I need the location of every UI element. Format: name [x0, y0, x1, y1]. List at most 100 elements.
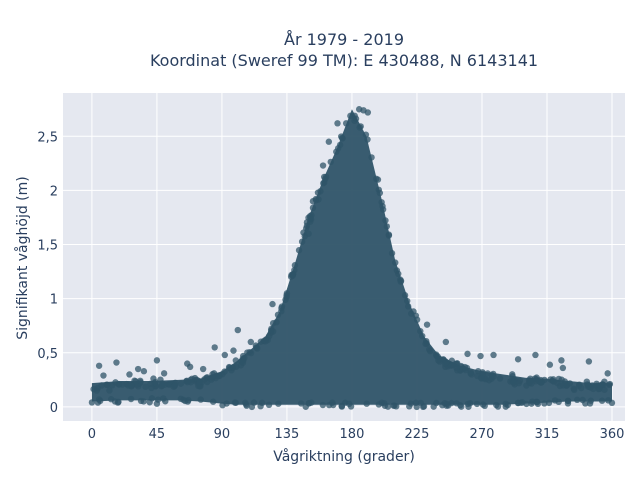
data-point — [526, 377, 534, 384]
scatter-density-envelope — [91, 109, 612, 405]
data-point — [254, 345, 261, 352]
data-point — [115, 380, 123, 388]
data-point — [419, 332, 426, 340]
data-point — [309, 198, 317, 205]
data-point — [598, 397, 606, 404]
data-point — [485, 377, 493, 384]
x-tick-label: 315 — [535, 427, 560, 442]
data-point — [258, 399, 266, 407]
data-point — [393, 403, 400, 410]
scatter-points — [88, 106, 616, 411]
data-point — [223, 400, 230, 407]
data-point — [148, 395, 156, 402]
data-point — [388, 250, 396, 257]
data-point — [604, 370, 611, 377]
data-point — [441, 360, 449, 367]
data-point — [510, 379, 517, 386]
data-point — [558, 376, 565, 383]
data-point — [153, 357, 161, 364]
y-tick-label: 1,5 — [37, 239, 58, 254]
data-point — [199, 365, 207, 373]
data-point — [515, 379, 523, 387]
chart-title-line2: Koordinat (Sweref 99 TM): E 430488, N 61… — [150, 51, 538, 70]
data-point — [134, 365, 142, 373]
data-point — [211, 344, 218, 351]
data-point — [364, 109, 372, 116]
data-point — [94, 384, 101, 392]
data-point — [393, 267, 401, 274]
x-tick-label: 135 — [275, 427, 300, 442]
data-point — [533, 398, 541, 406]
x-tick-label: 0 — [88, 427, 96, 442]
data-point — [583, 378, 591, 385]
data-point — [351, 112, 358, 119]
data-point — [319, 401, 327, 409]
x-axis-title: Vågriktning (grader) — [273, 448, 415, 465]
data-point — [257, 338, 265, 345]
data-point — [550, 378, 558, 385]
data-point — [545, 399, 553, 407]
data-point — [230, 347, 237, 354]
data-point — [306, 214, 314, 222]
y-tick-label: 1 — [50, 293, 58, 308]
data-point — [473, 400, 481, 408]
data-point — [319, 162, 327, 169]
data-point — [442, 338, 450, 346]
data-point — [449, 362, 456, 369]
data-point — [422, 340, 429, 348]
data-point — [113, 359, 120, 366]
data-point — [161, 381, 168, 388]
data-point — [221, 351, 229, 359]
data-point — [330, 401, 337, 409]
data-point — [509, 373, 516, 380]
data-point — [157, 376, 164, 383]
data-point — [336, 141, 344, 149]
data-point — [413, 316, 421, 323]
x-tick-label: 90 — [214, 427, 231, 442]
data-point — [88, 399, 96, 406]
data-point — [481, 402, 488, 410]
data-point — [225, 363, 233, 371]
data-point — [308, 399, 315, 406]
x-tick-label: 45 — [149, 427, 166, 442]
data-point — [392, 259, 399, 266]
scatter-envelope — [91, 109, 612, 405]
data-point — [327, 158, 334, 166]
data-point — [357, 123, 364, 130]
data-point — [265, 332, 273, 340]
data-point — [172, 379, 179, 387]
y-axis-title: Signifikant våghöjd (m) — [14, 176, 31, 339]
data-point — [564, 400, 572, 407]
data-point — [599, 381, 606, 388]
data-point — [368, 154, 375, 161]
x-tick-labels: 0 45 90 135 180 225 270 315 360 — [88, 427, 625, 442]
x-tick-label: 360 — [600, 427, 625, 442]
data-point — [494, 403, 502, 410]
data-point — [496, 375, 504, 382]
data-point — [474, 367, 482, 375]
data-point — [555, 398, 562, 406]
data-point — [325, 138, 333, 145]
data-point — [160, 370, 168, 377]
data-point — [295, 247, 303, 254]
x-gridlines — [91, 93, 613, 421]
data-point — [364, 136, 371, 143]
y-tick-label: 0 — [50, 401, 58, 416]
data-point — [420, 403, 428, 410]
data-point — [423, 321, 431, 328]
data-point — [137, 397, 145, 405]
data-point — [283, 290, 291, 297]
data-point — [188, 375, 196, 382]
data-point — [559, 364, 567, 372]
data-point — [345, 400, 353, 408]
data-point — [382, 217, 389, 224]
data-point — [579, 396, 586, 404]
data-point — [490, 351, 497, 359]
data-point — [180, 396, 187, 404]
data-point — [247, 349, 255, 357]
data-point — [362, 131, 370, 138]
data-point — [464, 350, 471, 358]
data-point — [100, 372, 107, 379]
data-point — [109, 382, 116, 389]
data-point — [95, 396, 103, 403]
